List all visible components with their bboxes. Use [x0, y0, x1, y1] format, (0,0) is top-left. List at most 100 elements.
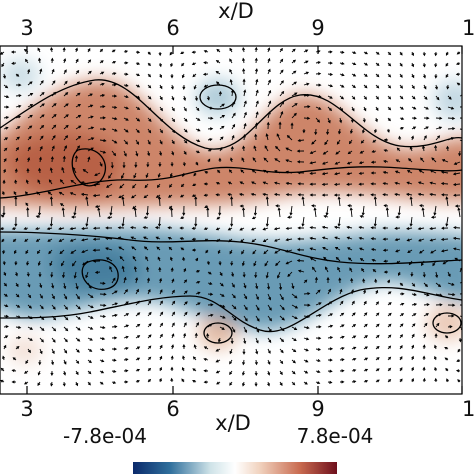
velocity-arrow-head	[184, 301, 188, 305]
velocity-arrow-head	[242, 351, 246, 355]
velocity-arrow-head	[136, 380, 140, 383]
velocity-arrow-head	[255, 111, 259, 115]
velocity-arrow-head	[65, 135, 69, 139]
velocity-arrow-head	[73, 212, 77, 216]
velocity-arrow-head	[167, 226, 171, 230]
velocity-arrow-head	[434, 144, 438, 149]
velocity-arrow	[86, 216, 89, 226]
velocity-arrow-head	[184, 290, 188, 294]
velocity-arrow-head	[191, 50, 195, 54]
velocity-arrow-head	[4, 147, 8, 151]
velocity-arrow-head	[73, 275, 77, 279]
velocity-arrow-head	[182, 86, 186, 90]
velocity-arrow-head	[194, 332, 198, 336]
velocity-arrow-head	[441, 226, 445, 230]
velocity-arrow-head	[296, 149, 301, 153]
velocity-arrow-head	[159, 378, 162, 382]
velocity-arrow-head	[59, 179, 63, 183]
velocity-arrow-head	[181, 173, 185, 178]
velocity-arrow	[122, 197, 125, 207]
velocity-arrow-head	[49, 167, 53, 171]
velocity-arrow	[310, 257, 317, 262]
velocity-arrow-head	[194, 196, 198, 200]
velocity-arrow-head	[329, 369, 333, 373]
velocity-arrow	[87, 304, 94, 308]
velocity-arrow-head	[425, 313, 430, 316]
velocity-arrow-head	[341, 73, 345, 77]
velocity-arrow-head	[90, 316, 94, 319]
velocity-arrow-head	[157, 174, 161, 178]
velocity-arrow	[81, 238, 89, 241]
velocity-arrow-head	[77, 316, 81, 320]
velocity-arrow-head	[273, 227, 278, 231]
velocity-arrow-head	[434, 333, 438, 337]
velocity-arrow-head	[0, 367, 4, 371]
velocity-arrow-head	[376, 368, 380, 372]
velocity-arrow-head	[353, 62, 357, 66]
velocity-arrow-head	[305, 370, 309, 374]
velocity-arrow-head	[16, 136, 20, 140]
velocity-arrow-head	[90, 147, 94, 151]
velocity-arrow-head	[215, 348, 219, 352]
velocity-arrow-head	[112, 277, 116, 281]
velocity-arrow-head	[255, 351, 259, 355]
velocity-arrow-head	[341, 380, 345, 384]
velocity-arrow-head	[133, 266, 137, 270]
velocity-arrow-head	[119, 185, 123, 189]
velocity-arrow-head	[307, 292, 311, 296]
velocity-arrow	[74, 271, 77, 278]
velocity-arrow-head	[353, 346, 357, 350]
velocity-arrow-head	[196, 108, 200, 112]
velocity-arrow-head	[287, 215, 291, 219]
velocity-arrow-head	[267, 68, 271, 72]
velocity-arrow-head	[4, 137, 9, 141]
velocity-arrow-head	[51, 285, 55, 289]
velocity-arrow-head	[90, 305, 94, 309]
velocity-arrow	[83, 169, 89, 174]
velocity-arrow-head	[3, 272, 7, 277]
velocity-arrow-head	[194, 97, 198, 102]
velocity-arrow-head	[329, 380, 333, 384]
velocity-arrow-head	[147, 141, 151, 145]
velocity-arrow	[453, 227, 461, 229]
velocity-arrow-head	[75, 286, 79, 290]
velocity-arrow	[266, 196, 269, 207]
velocity-arrow-head	[267, 110, 271, 115]
velocity-arrow	[453, 237, 461, 240]
velocity-arrow-head	[329, 84, 334, 88]
velocity-arrow-head	[181, 63, 185, 67]
velocity-arrow-head	[203, 380, 207, 384]
velocity-arrow-head	[23, 226, 27, 230]
velocity-arrow-head	[445, 74, 449, 78]
velocity-arrow-head	[125, 358, 129, 362]
velocity-arrow-head	[388, 356, 392, 360]
velocity-arrow-head	[452, 172, 457, 176]
velocity-arrow-head	[232, 123, 236, 128]
velocity-arrow	[447, 293, 455, 296]
velocity-arrow-head	[63, 372, 67, 376]
velocity-arrow-head	[400, 313, 405, 317]
velocity-arrow-head	[418, 238, 422, 242]
velocity-arrow-head	[216, 239, 220, 243]
velocity-arrow-head	[242, 68, 246, 72]
velocity-arrow-head	[221, 293, 225, 297]
velocity-arrow-head	[35, 227, 39, 231]
velocity-arrow-head	[160, 322, 164, 326]
velocity-arrow-head	[411, 52, 415, 57]
velocity-arrow-head	[37, 179, 41, 183]
velocity-arrow	[243, 90, 246, 97]
velocity-arrow-head	[5, 85, 9, 89]
velocity-arrow-head	[102, 281, 106, 285]
velocity-arrow-head	[339, 288, 343, 293]
velocity-arrow-head	[266, 121, 270, 126]
velocity-arrow-head	[159, 366, 163, 371]
velocity-arrow-head	[92, 183, 97, 187]
velocity-arrow	[134, 208, 137, 218]
velocity-arrow	[255, 315, 260, 322]
velocity-arrow-head	[53, 317, 57, 321]
velocity-arrow-head	[192, 356, 196, 360]
velocity-arrow-head	[413, 126, 417, 130]
velocity-arrow-head	[437, 284, 442, 288]
velocity-arrow-head	[309, 182, 313, 186]
velocity-arrow-head	[220, 136, 224, 140]
